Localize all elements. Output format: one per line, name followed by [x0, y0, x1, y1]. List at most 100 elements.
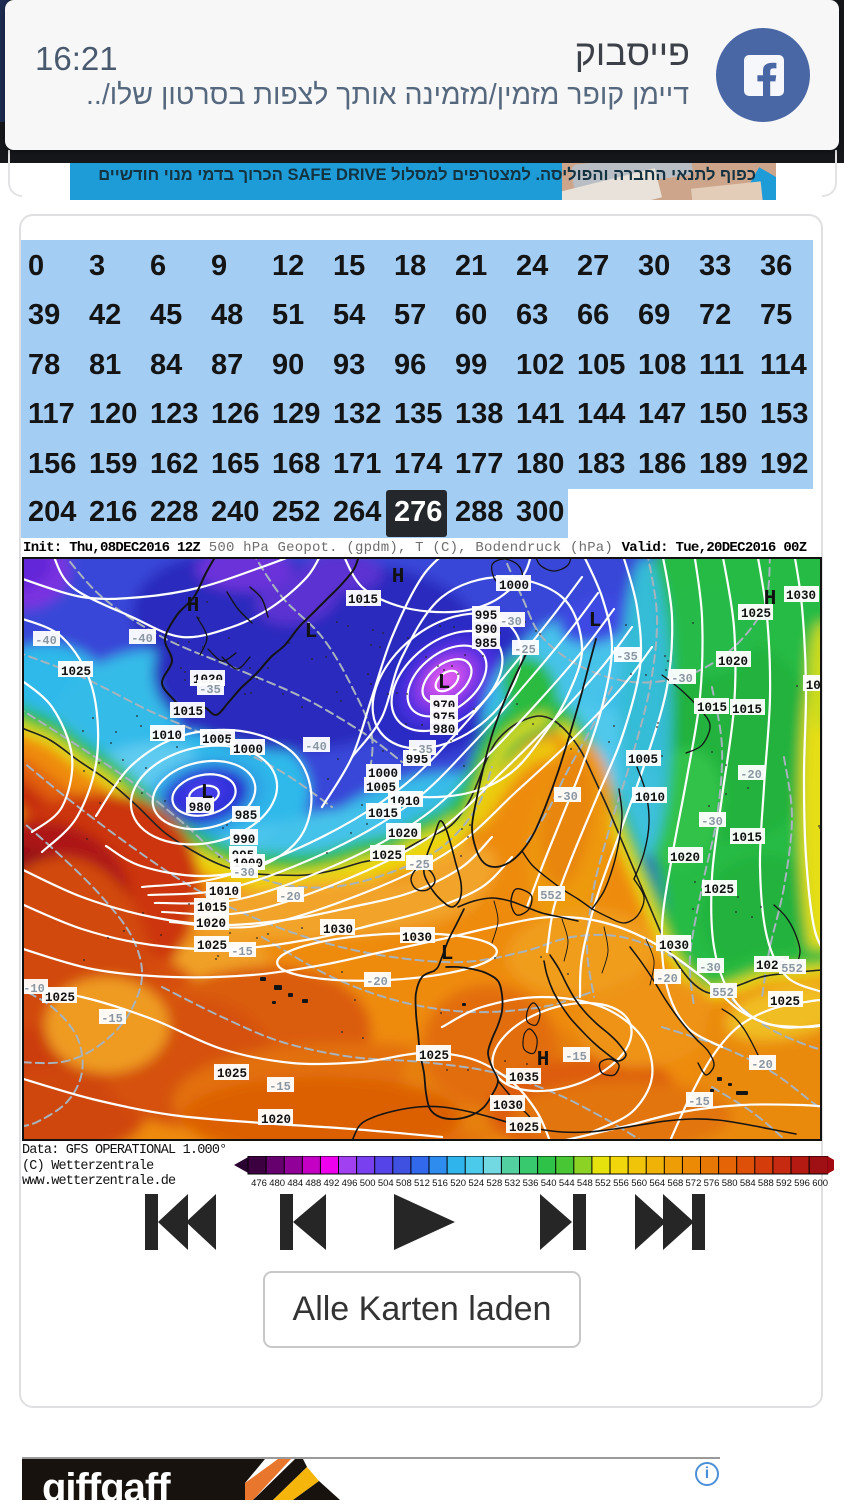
svg-text:-30: -30: [233, 866, 255, 880]
svg-text:-15: -15: [688, 1095, 710, 1109]
svg-text:1010: 1010: [635, 791, 665, 805]
svg-text:1000: 1000: [233, 743, 263, 757]
svg-text:1010: 1010: [152, 729, 182, 743]
svg-text:995: 995: [406, 753, 429, 767]
svg-text:H: H: [187, 595, 200, 618]
svg-text:-25: -25: [408, 858, 430, 872]
svg-text:544: 544: [559, 1178, 575, 1189]
svg-text:552: 552: [712, 986, 734, 1000]
svg-text:1020: 1020: [196, 917, 226, 931]
svg-text:L: L: [201, 782, 214, 805]
svg-text:1025: 1025: [372, 849, 402, 863]
svg-text:1030: 1030: [323, 923, 353, 937]
svg-text:-30: -30: [671, 672, 693, 686]
svg-text:552: 552: [781, 962, 803, 976]
svg-text:H: H: [537, 1049, 550, 1072]
svg-text:600: 600: [812, 1178, 828, 1189]
svg-text:-20: -20: [656, 972, 678, 986]
svg-text:1025: 1025: [61, 665, 91, 679]
svg-text:532: 532: [505, 1178, 521, 1189]
svg-text:568: 568: [667, 1178, 683, 1189]
svg-text:H: H: [764, 588, 777, 611]
svg-text:592: 592: [776, 1178, 792, 1189]
svg-text:488: 488: [305, 1178, 321, 1189]
svg-text:1015: 1015: [348, 593, 378, 607]
svg-text:1005: 1005: [628, 753, 658, 767]
svg-text:548: 548: [577, 1178, 593, 1189]
svg-text:1030: 1030: [493, 1099, 523, 1113]
svg-text:1015: 1015: [732, 831, 762, 845]
svg-text:1030: 1030: [402, 931, 432, 945]
svg-text:524: 524: [468, 1178, 484, 1189]
svg-text:504: 504: [378, 1178, 394, 1189]
svg-text:-30: -30: [701, 815, 723, 829]
svg-text:588: 588: [758, 1178, 774, 1189]
svg-text:520: 520: [450, 1178, 466, 1189]
svg-text:-20: -20: [740, 768, 762, 782]
svg-text:1020: 1020: [718, 655, 748, 669]
svg-text:492: 492: [324, 1178, 340, 1189]
svg-text:L: L: [438, 672, 451, 695]
svg-text:990: 990: [233, 833, 256, 847]
svg-text:572: 572: [686, 1178, 702, 1189]
svg-text:995: 995: [475, 609, 498, 623]
svg-text:580: 580: [722, 1178, 738, 1189]
svg-text:985: 985: [475, 637, 498, 651]
svg-text:-10: -10: [23, 982, 45, 996]
svg-text:596: 596: [794, 1178, 810, 1189]
svg-text:-35: -35: [199, 683, 221, 697]
svg-text:556: 556: [613, 1178, 629, 1189]
svg-text:1005: 1005: [202, 733, 232, 747]
svg-text:L: L: [441, 943, 454, 966]
svg-text:540: 540: [541, 1178, 557, 1189]
svg-text:552: 552: [540, 889, 562, 903]
svg-text:-35: -35: [411, 743, 433, 757]
svg-text:564: 564: [649, 1178, 665, 1189]
svg-text:1000: 1000: [499, 579, 529, 593]
svg-text:-30: -30: [500, 615, 522, 629]
svg-text:560: 560: [631, 1178, 647, 1189]
svg-text:-30: -30: [556, 790, 578, 804]
svg-text:1015: 1015: [368, 807, 398, 821]
svg-text:-15: -15: [231, 945, 253, 959]
svg-text:-25: -25: [514, 643, 536, 657]
svg-text:1015: 1015: [197, 901, 227, 915]
svg-text:-20: -20: [279, 890, 301, 904]
svg-text:476: 476: [251, 1178, 267, 1189]
svg-text:512: 512: [414, 1178, 430, 1189]
svg-text:1025: 1025: [704, 883, 734, 897]
svg-text:-40: -40: [131, 632, 153, 646]
svg-text:H: H: [392, 566, 405, 589]
svg-text:516: 516: [432, 1178, 448, 1189]
svg-text:1015: 1015: [732, 703, 762, 717]
svg-text:1025: 1025: [770, 995, 800, 1009]
svg-text:-15: -15: [101, 1012, 123, 1026]
svg-text:-20: -20: [751, 1058, 773, 1072]
svg-text:1020: 1020: [388, 827, 418, 841]
svg-text:1025: 1025: [509, 1121, 539, 1135]
svg-text:-35: -35: [616, 650, 638, 664]
svg-text:-20: -20: [366, 975, 388, 989]
svg-text:-30: -30: [699, 961, 721, 975]
svg-text:1030: 1030: [786, 589, 816, 603]
svg-text:101: 101: [806, 679, 822, 693]
svg-text:552: 552: [595, 1178, 611, 1189]
svg-text:L: L: [305, 621, 318, 644]
svg-text:536: 536: [523, 1178, 539, 1189]
svg-text:985: 985: [235, 809, 258, 823]
svg-text:1010: 1010: [209, 885, 239, 899]
svg-text:508: 508: [396, 1178, 412, 1189]
svg-text:-40: -40: [35, 634, 57, 648]
svg-text:1025: 1025: [197, 939, 227, 953]
svg-text:484: 484: [287, 1178, 303, 1189]
svg-text:980: 980: [189, 801, 212, 815]
svg-text:528: 528: [486, 1178, 502, 1189]
svg-text:576: 576: [704, 1178, 720, 1189]
svg-text:-15: -15: [269, 1080, 291, 1094]
svg-text:1025: 1025: [217, 1067, 247, 1081]
svg-text:500: 500: [360, 1178, 376, 1189]
svg-text:1025: 1025: [419, 1049, 449, 1063]
svg-text:1035: 1035: [509, 1071, 539, 1085]
svg-text:L: L: [589, 610, 602, 633]
svg-text:1025: 1025: [741, 607, 771, 621]
